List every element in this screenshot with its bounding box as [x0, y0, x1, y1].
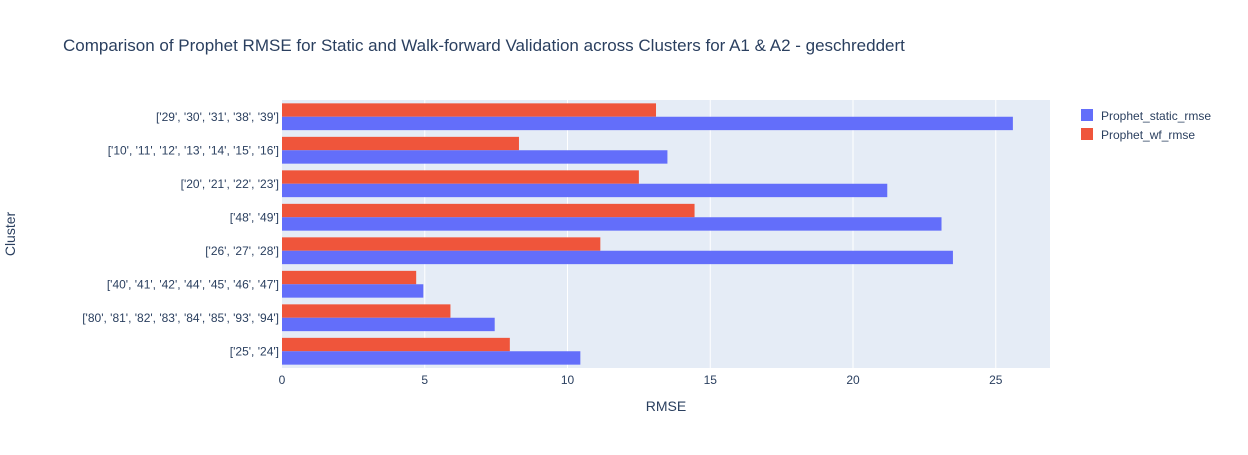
legend-swatch-wf	[1081, 128, 1093, 140]
x-axis-title: RMSE	[646, 398, 686, 414]
y-tick-label: ['25', '24']	[230, 344, 279, 358]
legend-swatch-static	[1081, 109, 1093, 121]
x-tick-label: 20	[846, 373, 860, 387]
bar-static-rmse[interactable]	[282, 317, 495, 332]
bar-static-rmse[interactable]	[282, 284, 424, 298]
bar-static-rmse[interactable]	[282, 217, 942, 231]
bars	[282, 103, 1013, 365]
bar-wf-rmse[interactable]	[282, 203, 695, 218]
y-axis-title: Cluster	[2, 211, 18, 256]
x-tick-label: 10	[561, 373, 575, 387]
legend-label-static: Prophet_static_rmse	[1101, 109, 1211, 123]
bar-wf-rmse[interactable]	[282, 103, 657, 117]
bar-static-rmse[interactable]	[282, 183, 888, 198]
bar-static-rmse[interactable]	[282, 150, 668, 164]
y-axis-ticks: ['29', '30', '31', '38', '39'] ['10', '11…	[82, 110, 279, 359]
bar-static-rmse[interactable]	[282, 116, 1013, 131]
y-tick-label: ['40', '41', '42', '44', '45', '46', '47…	[107, 277, 279, 291]
bar-wf-rmse[interactable]	[282, 337, 510, 352]
x-axis-ticks: 0 5 10 15 20 25	[279, 373, 1003, 387]
legend-item-static[interactable]: Prophet_static_rmse	[1081, 109, 1211, 123]
y-tick-label: ['26', '27', '28']	[205, 244, 279, 258]
bar-wf-rmse[interactable]	[282, 170, 639, 184]
legend-item-wf[interactable]: Prophet_wf_rmse	[1081, 128, 1195, 142]
y-tick-label: ['10', '11', '12', '13', '14', '15', '16…	[108, 143, 279, 157]
x-tick-label: 0	[279, 373, 286, 387]
y-tick-label: ['80', '81', '82', '83', '84', '85', '93…	[82, 311, 279, 325]
bar-wf-rmse[interactable]	[282, 270, 417, 285]
bar-static-rmse[interactable]	[282, 250, 953, 265]
legend: Prophet_static_rmse Prophet_wf_rmse	[1081, 109, 1211, 142]
x-tick-label: 25	[989, 373, 1003, 387]
x-tick-label: 5	[421, 373, 428, 387]
bar-wf-rmse[interactable]	[282, 304, 451, 318]
x-tick-label: 15	[704, 373, 718, 387]
y-tick-label: ['48', '49']	[230, 210, 279, 224]
bar-wf-rmse[interactable]	[282, 136, 519, 151]
chart-title: Comparison of Prophet RMSE for Static an…	[63, 36, 905, 55]
y-tick-label: ['20', '21', '22', '23']	[181, 177, 279, 191]
bar-static-rmse[interactable]	[282, 351, 581, 365]
y-tick-label: ['29', '30', '31', '38', '39']	[156, 110, 279, 124]
bar-wf-rmse[interactable]	[282, 237, 601, 251]
legend-label-wf: Prophet_wf_rmse	[1101, 128, 1195, 142]
